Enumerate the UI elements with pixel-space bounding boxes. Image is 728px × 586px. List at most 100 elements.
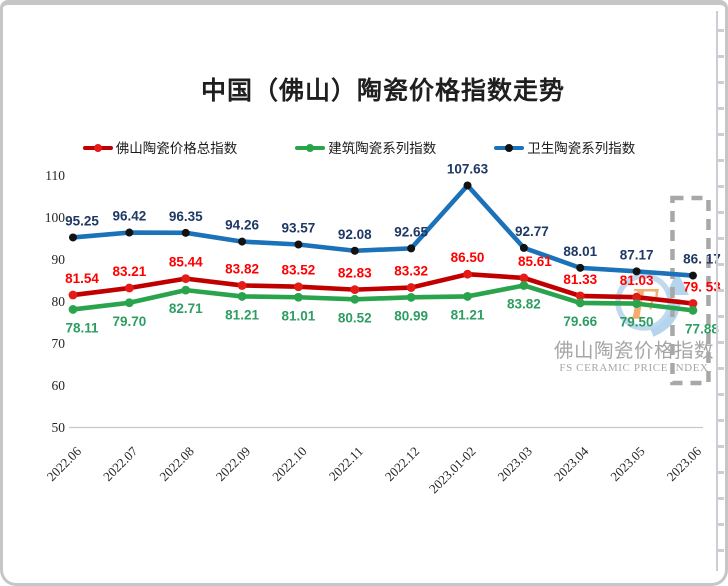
data-point — [519, 281, 529, 290]
data-point — [575, 298, 585, 308]
data-label: 92.08 — [338, 227, 372, 242]
x-tick-label: 2022.11 — [326, 444, 366, 484]
x-tick-label: 2022.12 — [382, 444, 422, 484]
data-point — [68, 305, 78, 314]
data-label: 81.33 — [563, 272, 597, 287]
y-tick-label: 70 — [52, 336, 66, 351]
data-label: 81.21 — [225, 307, 259, 322]
x-tick-label: 2023.04 — [551, 443, 592, 484]
data-label: 96.42 — [112, 209, 146, 224]
data-point — [350, 285, 360, 295]
data-point — [407, 244, 416, 253]
series-line-1 — [70, 283, 696, 313]
data-point — [688, 299, 698, 308]
line-marker-icon — [494, 140, 525, 155]
data-point — [688, 271, 697, 280]
watermark-cn-text: 佛山陶瓷价格指数 — [554, 340, 714, 362]
data-point — [350, 294, 360, 304]
legend-label: 卫生陶瓷系列指数 — [527, 141, 636, 156]
data-label: 92.65 — [394, 224, 428, 239]
data-point — [575, 291, 585, 301]
data-point — [632, 292, 641, 302]
data-point — [124, 283, 134, 293]
data-label: 95.25 — [65, 213, 99, 228]
legend-item-sanitary-index: 卫生陶瓷系列指数 — [494, 137, 635, 157]
series-line-2 — [70, 183, 696, 278]
highlight-box-latest-month — [670, 195, 711, 386]
series-line-0 — [70, 271, 696, 306]
data-point — [688, 306, 698, 315]
chart-title: 中国（佛山）陶瓷价格指数走势 — [200, 78, 565, 105]
data-label: 81.03 — [620, 273, 654, 288]
data-label: 81.21 — [451, 307, 485, 322]
data-label: 80.52 — [338, 310, 372, 325]
y-tick-label: 100 — [45, 210, 66, 225]
y-tick-label: 60 — [52, 378, 66, 393]
data-point — [463, 292, 472, 301]
x-tick-label: 2022.08 — [156, 444, 196, 484]
data-point — [294, 282, 303, 292]
legend-item-total-index: 佛山陶瓷价格总指数 — [82, 137, 238, 157]
watermark-en-text: FS CERAMIC PRICE INDEX — [559, 362, 708, 374]
line-marker-icon — [82, 140, 113, 155]
data-label: 93.57 — [282, 221, 316, 236]
data-point — [632, 267, 641, 276]
x-tick-label: 2022.06 — [44, 443, 85, 484]
x-tick-label: 2023.03 — [495, 444, 535, 484]
data-label: 82.83 — [338, 266, 372, 281]
x-tick-label: 2022.09 — [213, 444, 253, 484]
data-point — [181, 285, 191, 295]
data-point — [350, 246, 359, 255]
data-label: 85.44 — [169, 255, 203, 270]
y-tick-label: 90 — [52, 252, 66, 267]
data-point — [406, 283, 416, 292]
data-label: 86. 17 — [683, 252, 721, 267]
line-marker-icon — [295, 140, 326, 155]
legend-label: 佛山陶瓷价格总指数 — [115, 141, 238, 156]
data-label: 82.71 — [169, 301, 203, 316]
legend-label: 建筑陶瓷系列指数 — [328, 141, 437, 156]
data-point — [294, 292, 303, 302]
data-point — [294, 240, 303, 249]
data-label: 88.01 — [563, 244, 597, 259]
data-point — [463, 269, 472, 279]
chart-legend: 佛山陶瓷价格总指数 建筑陶瓷系列指数 卫生陶瓷系列指数 — [3, 137, 715, 157]
data-label: 77.88 — [685, 321, 719, 336]
data-label: 83.82 — [225, 261, 259, 276]
x-tick-label: 2023.06 — [664, 443, 705, 484]
data-label: 80.99 — [394, 308, 428, 323]
data-point — [124, 298, 134, 308]
data-label: 96.35 — [169, 209, 203, 224]
data-point — [519, 273, 529, 283]
data-label: 86.50 — [451, 250, 485, 265]
data-point — [68, 290, 78, 300]
data-label: 79. 53 — [683, 279, 721, 294]
x-tick-label: 2023.05 — [607, 444, 647, 484]
data-point — [125, 228, 134, 237]
data-label: 85.61 — [518, 254, 552, 269]
data-label: 83.52 — [282, 263, 316, 278]
data-label: 79.66 — [563, 314, 597, 329]
data-point — [181, 228, 190, 237]
data-point — [237, 281, 247, 290]
legend-item-building-index: 建筑陶瓷系列指数 — [295, 137, 436, 157]
data-point — [463, 181, 472, 190]
data-label: 81.01 — [282, 308, 316, 323]
x-tick-label: 2022.10 — [269, 444, 309, 484]
data-label: 83.32 — [394, 264, 428, 279]
data-label: 79.50 — [620, 315, 654, 330]
data-label: 92.77 — [515, 224, 549, 239]
data-label: 78.11 — [65, 320, 99, 335]
data-point — [576, 263, 585, 272]
x-tick-label: 2023.01-02 — [426, 444, 479, 497]
data-label: 83.82 — [507, 296, 541, 311]
worksheet-rows-edge — [716, 11, 724, 571]
y-tick-label: 50 — [52, 420, 66, 435]
data-point — [181, 274, 191, 284]
y-tick-label: 80 — [52, 294, 66, 309]
data-label: 83.21 — [112, 264, 146, 279]
data-label: 94.26 — [225, 218, 259, 233]
data-point — [406, 292, 416, 302]
